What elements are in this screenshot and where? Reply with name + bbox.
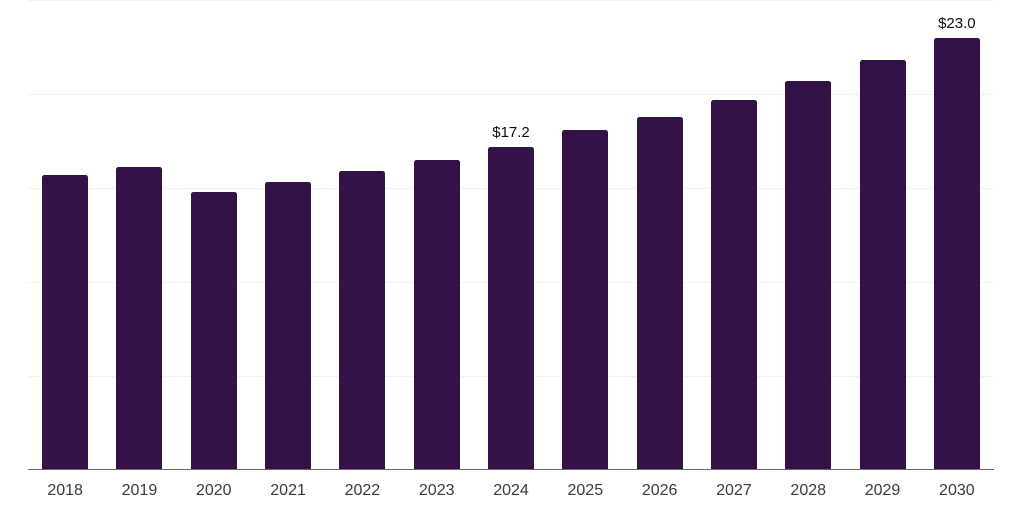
bar-2028 [785,80,832,470]
bar-2021 [265,182,312,470]
bar-2023 [413,159,460,470]
gridline-25 [28,0,994,1]
bar-2022 [339,171,386,470]
x-axis-line [28,469,994,470]
bar-2027 [710,99,757,470]
data-label-2024: $17.2 [492,123,530,141]
gridline-20 [28,94,994,95]
x-tick-label-2026: 2026 [641,482,678,499]
x-tick-label-2025: 2025 [567,482,604,499]
bar-2025 [562,129,609,470]
bar-2019 [116,167,163,470]
data-label-2030: $23.0 [938,14,976,32]
bar-2026 [636,116,683,470]
x-tick-label-2027: 2027 [716,482,752,499]
x-tick-label-2018: 2018 [47,482,83,499]
bar-2024 [488,146,534,470]
x-tick-label-2021: 2021 [270,482,306,499]
bar-2030 [933,37,980,470]
plot-area: $17.2 $23.0 [28,0,994,470]
x-tick-label-2024: 2024 [493,482,529,499]
x-tick-label-2019: 2019 [121,482,158,499]
bar-2018 [42,174,89,470]
x-tick-label-2023: 2023 [418,482,455,499]
bar-2029 [859,60,906,470]
x-tick-label-2030: 2030 [939,482,975,499]
x-tick-label-2028: 2028 [790,482,827,499]
x-tick-label-2022: 2022 [344,482,381,499]
x-tick-label-2020: 2020 [195,482,232,499]
x-axis-tick-labels: 2018 2019 2020 2021 2022 2023 2024 2025 2026 2027… [28,470,994,512]
bar-2020 [190,191,237,470]
x-tick-label-2029: 2029 [864,482,901,499]
